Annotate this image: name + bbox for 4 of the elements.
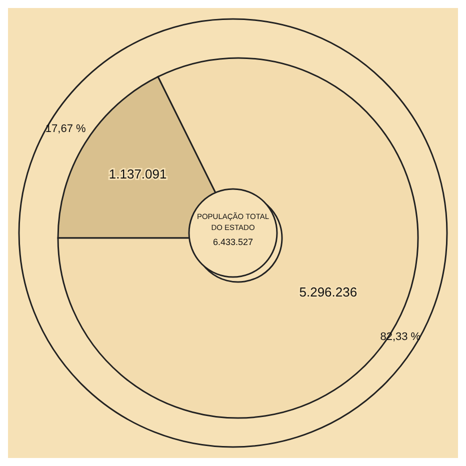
data-label: 1.137.091 xyxy=(108,166,167,182)
data-label: 5.296.236 xyxy=(299,284,358,300)
text: 17,67 % xyxy=(45,123,86,136)
text: 6.433.527 xyxy=(212,237,254,247)
